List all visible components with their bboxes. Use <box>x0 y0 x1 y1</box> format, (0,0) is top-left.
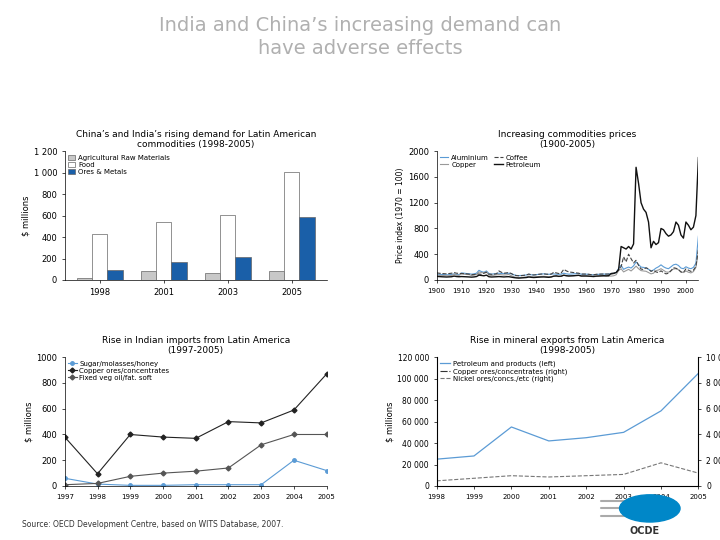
Bar <box>235 257 251 280</box>
Nickel ores/concs./etc (right) <box>432 477 441 484</box>
Circle shape <box>619 495 680 522</box>
Title: Rise in mineral exports from Latin America
(1998-2005): Rise in mineral exports from Latin Ameri… <box>470 336 665 355</box>
Nickel ores/concs./etc (right) <box>582 472 590 479</box>
Nickel ores/concs./etc (right) <box>657 460 665 466</box>
Nickel ores/concs./etc (right) <box>694 470 703 476</box>
Y-axis label: Price index (1970 = 100): Price index (1970 = 100) <box>396 168 405 264</box>
Legend: Agricultural Raw Materials, Food, Ores & Metals: Agricultural Raw Materials, Food, Ores &… <box>68 154 170 175</box>
Bar <box>300 217 315 280</box>
Petroleum and products (left) <box>469 453 478 459</box>
Bar <box>77 278 92 280</box>
Y-axis label: $ millions: $ millions <box>24 401 33 442</box>
Copper ores/concentrates (right) <box>544 58 553 64</box>
Legend: Aluminium, Copper, Coffee, Petroleum: Aluminium, Copper, Coffee, Petroleum <box>440 154 541 168</box>
Text: OCDE: OCDE <box>629 526 660 536</box>
Bar <box>284 172 300 280</box>
Line: Copper ores/concentrates (right): Copper ores/concentrates (right) <box>436 0 698 125</box>
Copper ores/concentrates (right) <box>469 97 478 103</box>
Petroleum and products (left) <box>544 438 553 444</box>
Bar <box>220 214 235 280</box>
Nickel ores/concs./etc (right) <box>619 471 628 478</box>
Copper ores/concentrates (right) <box>432 122 441 129</box>
Bar <box>140 272 156 280</box>
Text: India and China’s increasing demand can
have adverse effects: India and China’s increasing demand can … <box>159 16 561 58</box>
Nickel ores/concs./etc (right) <box>544 474 553 480</box>
Petroleum and products (left) <box>582 435 590 441</box>
Bar <box>92 234 107 280</box>
Bar <box>171 262 186 280</box>
Text: Source: OECD Development Centre, based on WITS Database, 2007.: Source: OECD Development Centre, based o… <box>22 520 283 529</box>
Bar <box>269 272 284 280</box>
Line: Petroleum and products (left): Petroleum and products (left) <box>436 373 698 459</box>
Petroleum and products (left) <box>657 408 665 414</box>
Line: Nickel ores/concs./etc (right): Nickel ores/concs./etc (right) <box>436 463 698 481</box>
Petroleum and products (left) <box>694 370 703 376</box>
Petroleum and products (left) <box>619 429 628 436</box>
Nickel ores/concs./etc (right) <box>469 475 478 482</box>
Bar <box>156 222 171 280</box>
Title: Increasing commodities prices
(1900-2005): Increasing commodities prices (1900-2005… <box>498 130 636 149</box>
Nickel ores/concs./etc (right) <box>507 472 516 479</box>
Bar <box>204 273 220 280</box>
Bar <box>107 270 123 280</box>
Copper ores/concentrates (right) <box>582 32 590 38</box>
Legend: Sugar/molasses/honey, Copper ores/concentrates, Fixed veg oil/fat. soft: Sugar/molasses/honey, Copper ores/concen… <box>68 361 169 381</box>
Y-axis label: $ millions: $ millions <box>386 401 395 442</box>
Y-axis label: $ millions: $ millions <box>22 195 31 236</box>
Petroleum and products (left) <box>432 456 441 462</box>
Title: Rise in Indian imports from Latin America
(1997-2005): Rise in Indian imports from Latin Americ… <box>102 336 290 355</box>
Petroleum and products (left) <box>507 424 516 430</box>
Legend: Petroleum and products (left), Copper ores/concentrates (right), Nickel ores/con: Petroleum and products (left), Copper or… <box>440 361 567 382</box>
Title: China’s and India’s rising demand for Latin American
commodities (1998-2005): China’s and India’s rising demand for La… <box>76 130 316 149</box>
